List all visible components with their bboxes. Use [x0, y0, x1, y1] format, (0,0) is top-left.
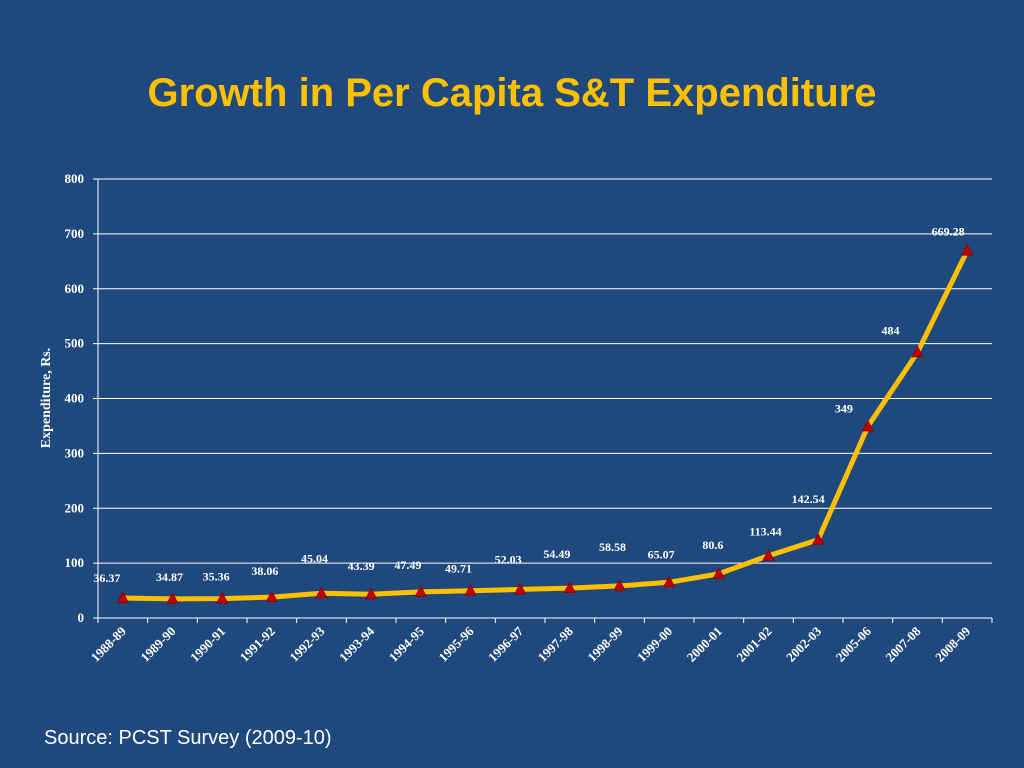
- y-tick-label: 600: [65, 281, 85, 296]
- x-tick-label: 2005-06: [833, 623, 875, 665]
- data-label: 52.03: [495, 552, 522, 566]
- data-point-marker: [861, 419, 874, 432]
- data-point-marker: [563, 581, 576, 593]
- slide-title: Growth in Per Capita S&T Expenditure: [147, 71, 877, 115]
- x-tick-labels: 1988-89 1989-90 1990-91 1991-92 1992-93 1993-…: [88, 623, 974, 665]
- series-line-path: [120, 248, 970, 602]
- data-point-marker: [464, 583, 477, 596]
- data-label: 113.44: [749, 525, 781, 539]
- data-label: 43.39: [348, 559, 375, 573]
- data-point-marker: [712, 566, 725, 579]
- x-tick-label: 1998-99: [584, 623, 626, 665]
- data-point-marker: [812, 532, 825, 545]
- data-point-marker: [265, 590, 278, 603]
- y-tick-label: 700: [65, 226, 85, 241]
- x-tick-label: 2000-01: [684, 624, 725, 665]
- x-tick-label: 2001-02: [733, 624, 774, 665]
- data-point-marker: [911, 345, 924, 358]
- x-tick-label: 2007-08: [882, 623, 924, 665]
- data-point-marker: [365, 587, 378, 600]
- data-point-marker: [514, 582, 527, 595]
- series-line: [120, 248, 970, 602]
- y-tick-label: 500: [65, 336, 85, 351]
- x-tick-label: 1993-94: [336, 623, 378, 665]
- data-label: 36.37: [93, 571, 120, 585]
- data-label: 484: [882, 323, 900, 337]
- data-label: 54.49: [543, 547, 570, 561]
- y-tick-label: 0: [78, 610, 85, 625]
- y-tick-label: 800: [65, 171, 85, 186]
- data-label: 80.6: [702, 538, 723, 552]
- y-tick-labels: 0 100 200 300 400 500 600 700 800: [65, 171, 85, 625]
- x-tick-label: 1991-92: [237, 624, 278, 665]
- x-tick-label: 1999-00: [634, 624, 675, 665]
- y-tick-label: 300: [65, 445, 85, 460]
- y-axis-title: Expenditure, Rs.: [39, 348, 54, 448]
- line-chart: 0 100 200 300 400 500 600 700 800 1988-89 1989-90…: [39, 171, 993, 665]
- data-point-marker: [961, 243, 974, 256]
- y-tick-label: 400: [65, 391, 85, 406]
- x-tick-label: 1992-93: [286, 623, 328, 665]
- data-point-marker: [613, 578, 626, 591]
- data-label: 349: [835, 401, 853, 415]
- x-tick-label: 1990-91: [187, 624, 228, 665]
- data-label: 669.28: [932, 225, 965, 239]
- x-tick-label: 2002-03: [783, 623, 825, 665]
- data-point-marker: [166, 592, 179, 604]
- data-label: 142.54: [792, 492, 825, 506]
- axes: [93, 178, 993, 623]
- x-tick-label: 1989-90: [137, 624, 178, 665]
- x-tick-label: 1988-89: [88, 623, 130, 665]
- x-tick-label: 2008-09: [932, 623, 974, 665]
- gridlines: [98, 178, 992, 564]
- x-tick-label: 1997-98: [535, 623, 577, 665]
- x-tick-label: 1994-95: [386, 623, 428, 665]
- data-label: 45.04: [301, 551, 328, 565]
- data-point-marker: [216, 591, 229, 604]
- y-tick-label: 200: [65, 500, 85, 515]
- source-note: Source: PCST Survey (2009-10): [44, 727, 332, 749]
- data-label: 35.36: [203, 570, 230, 584]
- x-tick-label: 1995-96: [435, 623, 477, 665]
- data-point-marker: [116, 591, 129, 603]
- data-label: 34.87: [156, 570, 183, 584]
- data-label: 38.06: [251, 564, 278, 578]
- data-labels: 36.37 34.87 35.36 38.06 45.04 43.39 47.49 49.71…: [93, 225, 964, 585]
- data-point-marker: [414, 585, 427, 597]
- data-point-marker: [315, 586, 328, 599]
- y-tick-label: 100: [65, 555, 85, 570]
- data-point-marker: [762, 548, 775, 561]
- x-tick-label: 1996-97: [485, 623, 527, 665]
- data-label: 65.07: [648, 547, 675, 561]
- data-point-marker: [663, 575, 676, 588]
- data-label: 58.58: [599, 540, 626, 554]
- data-label: 49.71: [445, 562, 472, 576]
- data-label: 47.49: [394, 558, 421, 572]
- data-markers: [116, 243, 974, 604]
